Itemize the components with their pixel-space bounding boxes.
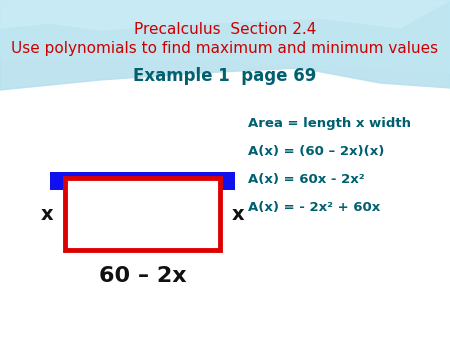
Text: A(x) = 60x - 2x²: A(x) = 60x - 2x² (248, 172, 364, 186)
Text: Precalculus  Section 2.4: Precalculus Section 2.4 (134, 23, 316, 38)
Text: A(x) = (60 – 2x)(x): A(x) = (60 – 2x)(x) (248, 145, 384, 158)
Text: 60 – 2x: 60 – 2x (99, 266, 186, 286)
Polygon shape (0, 0, 450, 73)
Text: Area = length x width: Area = length x width (248, 117, 411, 129)
Text: Example 1  page 69: Example 1 page 69 (133, 67, 317, 85)
Bar (65, 178, 220, 250)
Polygon shape (0, 0, 450, 90)
Polygon shape (0, 0, 450, 30)
Bar (50, 172, 235, 190)
Text: A(x) = - 2x² + 60x: A(x) = - 2x² + 60x (248, 200, 380, 214)
Text: x: x (40, 204, 53, 223)
Text: x: x (232, 204, 244, 223)
Text: Use polynomials to find maximum and minimum values: Use polynomials to find maximum and mini… (11, 42, 439, 56)
